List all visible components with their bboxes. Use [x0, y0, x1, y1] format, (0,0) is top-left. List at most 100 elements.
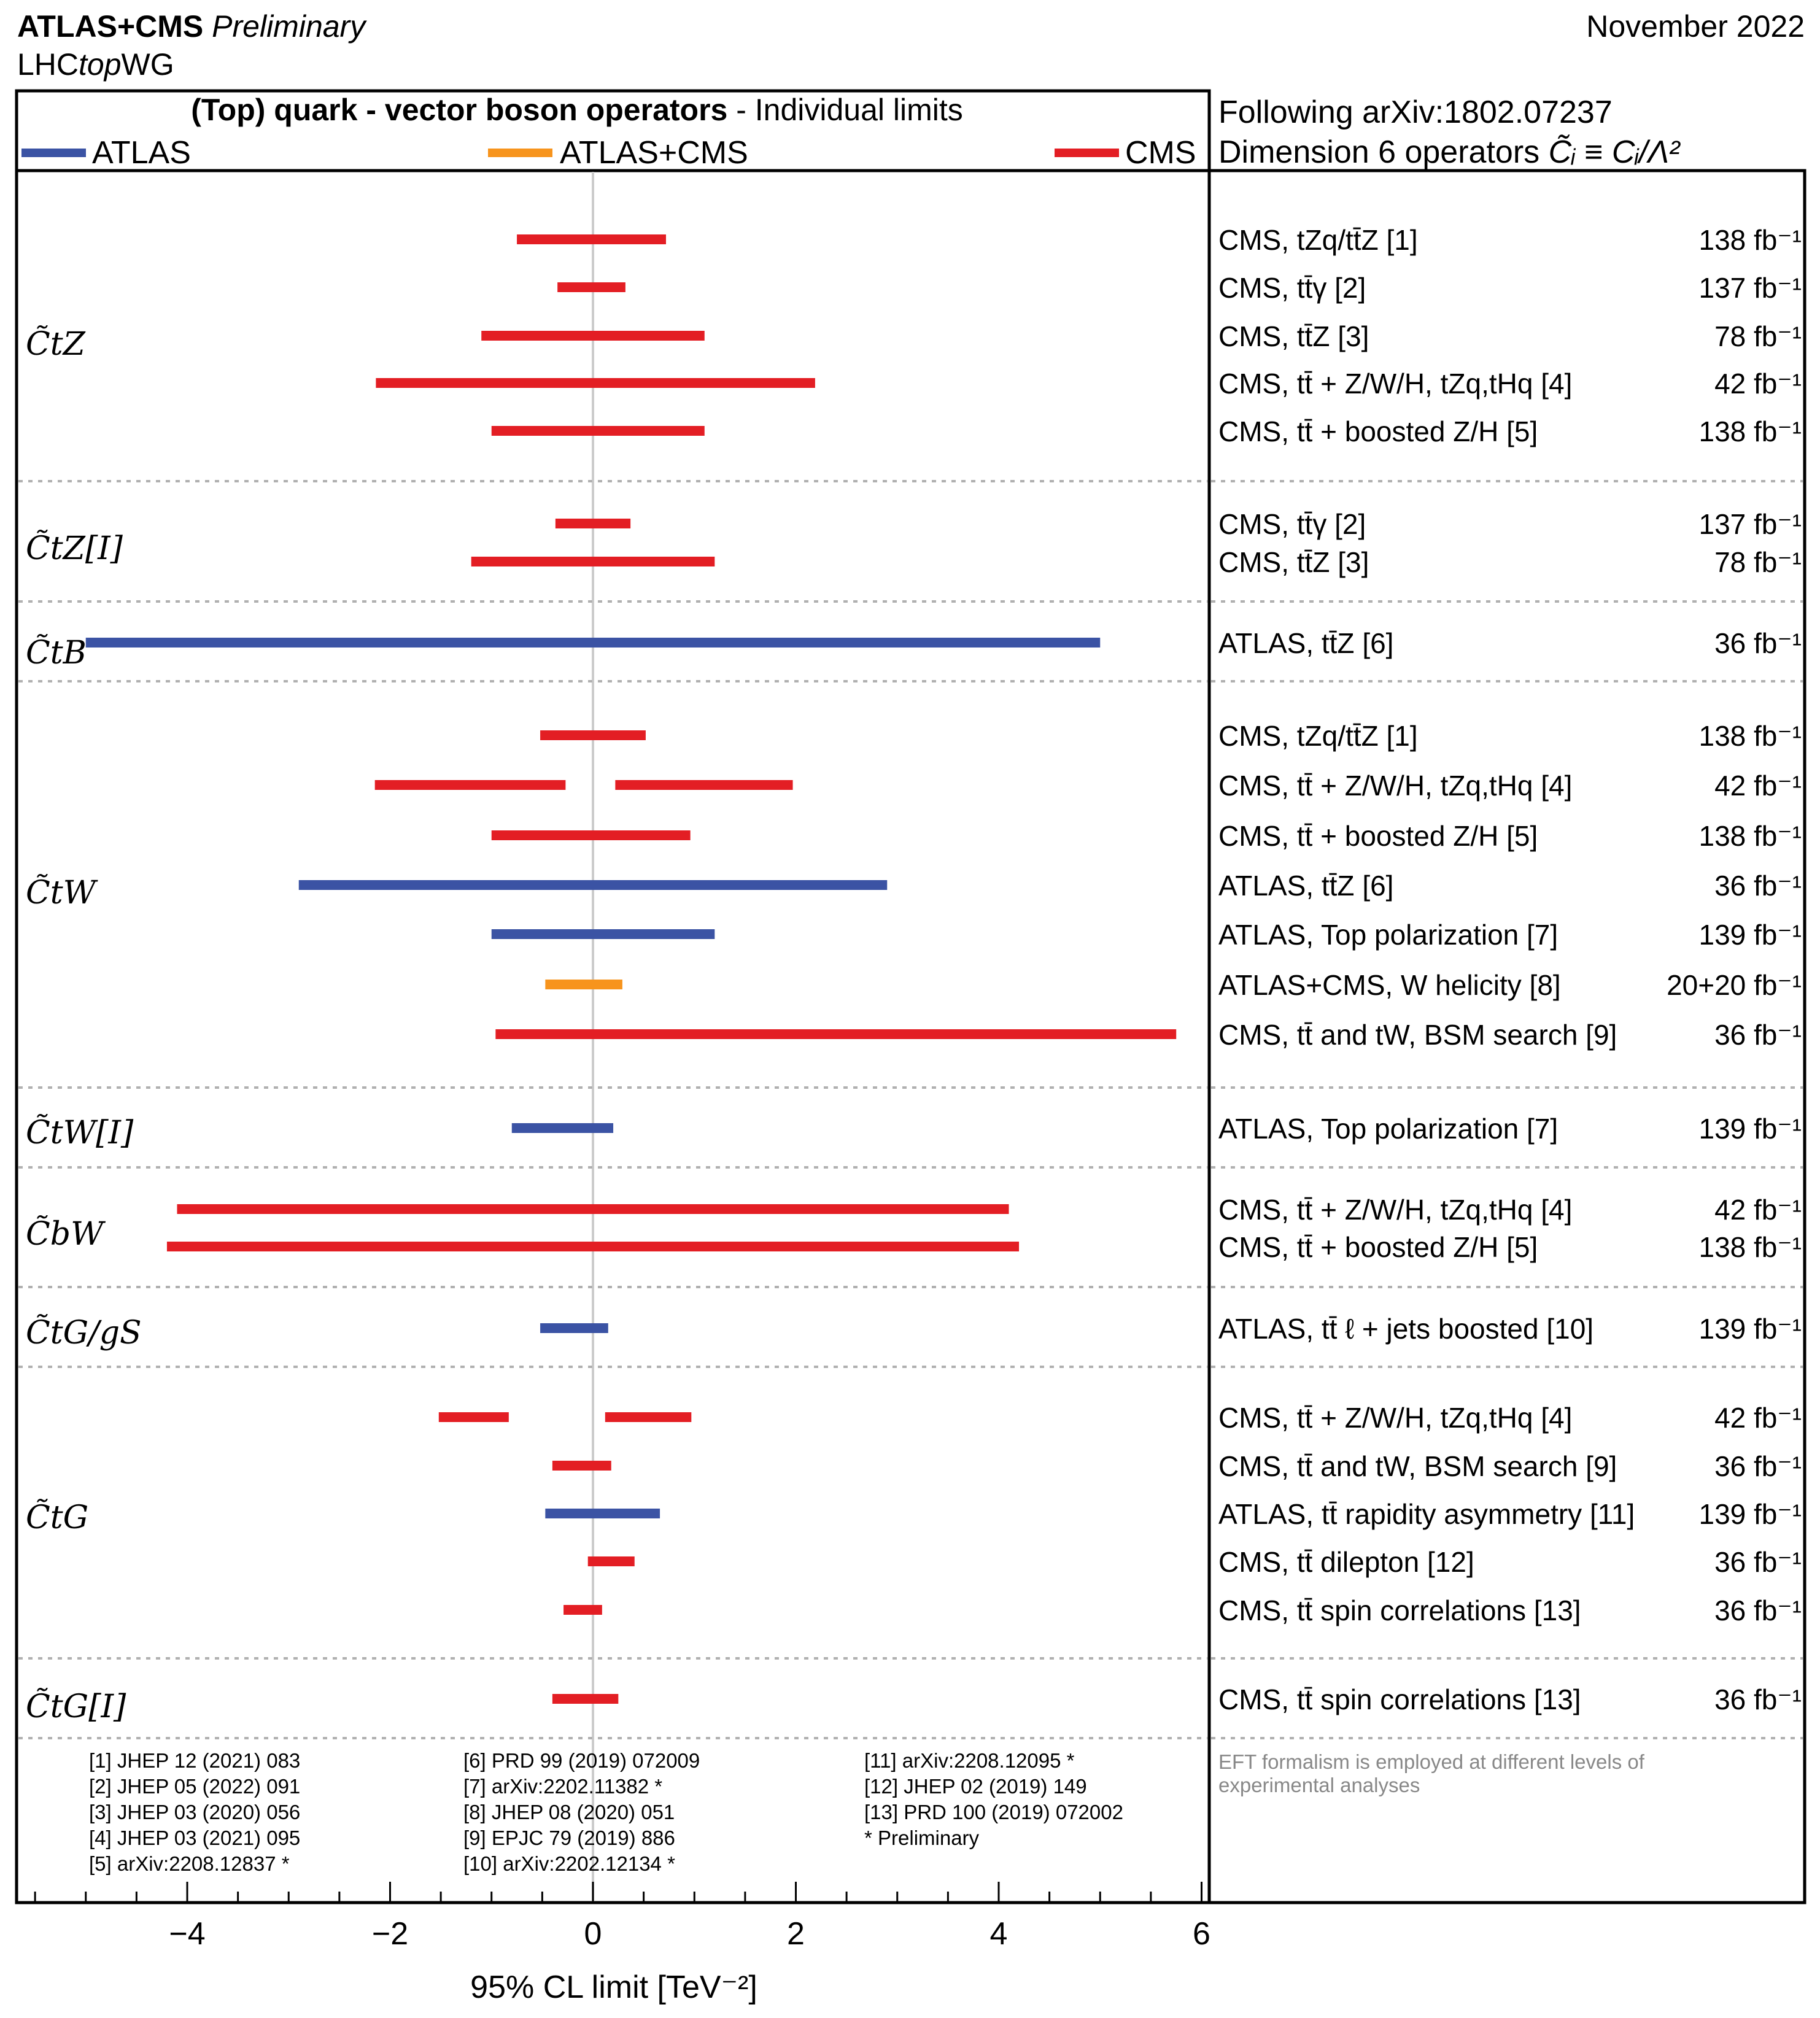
- analysis-label: CMS, tt̄Z [3]: [1218, 320, 1369, 352]
- operator-labels: C̃tZ C̃tZ[I] C̃tB C̃tW C̃tW[I] C̃bW C̃tG/gS C̃t…: [26, 325, 142, 1725]
- luminosity-label: 42 fb⁻¹: [1714, 1402, 1802, 1434]
- reference-item: [2] JHEP 05 (2022) 091: [89, 1775, 300, 1798]
- group-separators: [18, 480, 1803, 1739]
- reference-item: [5] arXiv:2208.12837 *: [89, 1852, 290, 1875]
- reference-item: [9] EPJC 79 (2019) 886: [463, 1827, 675, 1849]
- operator-label: C̃tW: [26, 874, 98, 911]
- legend-label: ATLAS+CMS: [560, 135, 748, 171]
- luminosity-label: 78 fb⁻¹: [1714, 546, 1802, 578]
- reference-item: [13] PRD 100 (2019) 072002: [864, 1801, 1123, 1823]
- luminosity-label: 138 fb⁻¹: [1699, 416, 1802, 447]
- note-line: EFT formalism is employed at different l…: [1218, 1750, 1645, 1773]
- analysis-label: CMS, tt̄ + Z/W/H, tZq,tHq [4]: [1218, 368, 1572, 400]
- legend-label: CMS: [1125, 135, 1196, 171]
- analysis-label: ATLAS+CMS, W helicity [8]: [1218, 969, 1561, 1001]
- x-tick-label: 4: [990, 1916, 1008, 1952]
- label-panel-frame: [1207, 169, 1806, 1904]
- analysis-label: CMS, tt̄ + Z/W/H, tZq,tHq [4]: [1218, 1402, 1572, 1434]
- x-axis: −4 −2 0 2 4 6: [34, 1882, 1210, 1952]
- legend-title: (Top) quark - vector boson operators - I…: [191, 93, 963, 127]
- reference-item: [8] JHEP 08 (2020) 051: [463, 1801, 675, 1823]
- legend-entry-atlas: ATLAS: [21, 135, 191, 171]
- operator-label: C̃tZ[I]: [26, 530, 123, 567]
- operator-label: C̃bW: [26, 1215, 106, 1253]
- analysis-label: ATLAS, Top polarization [7]: [1218, 1113, 1558, 1145]
- x-tick-label: −4: [169, 1916, 205, 1952]
- reference-item: [12] JHEP 02 (2019) 149: [864, 1775, 1087, 1798]
- reference-item: * Preliminary: [864, 1827, 980, 1849]
- header-group: LHCtopWG: [17, 47, 174, 82]
- legend: ATLAS ATLAS+CMS CMS: [21, 135, 1196, 171]
- analysis-label: CMS, tt̄ dilepton [12]: [1218, 1546, 1474, 1578]
- analysis-label: ATLAS, tt̄ rapidity asymmetry [11]: [1218, 1498, 1635, 1530]
- luminosity-label: 139 fb⁻¹: [1699, 1113, 1802, 1145]
- legend-entry-atlas-plus-cms: ATLAS+CMS: [488, 135, 748, 171]
- luminosity-label: 138 fb⁻¹: [1699, 820, 1802, 852]
- analysis-label: ATLAS, tt̄Z [6]: [1218, 627, 1393, 659]
- right-header-line1: Following arXiv:1802.07237: [1218, 95, 1613, 130]
- header-collab: ATLAS+CMS Preliminary: [17, 9, 367, 44]
- analysis-label: CMS, tt̄ and tW, BSM search [9]: [1218, 1019, 1617, 1051]
- luminosity-label: 36 fb⁻¹: [1714, 1019, 1802, 1051]
- analysis-label: CMS, tt̄ and tW, BSM search [9]: [1218, 1450, 1617, 1482]
- analysis-label: ATLAS, Top polarization [7]: [1218, 919, 1558, 951]
- luminosity-label: 139 fb⁻¹: [1699, 1498, 1802, 1530]
- operator-label: C̃tG/gS: [26, 1314, 142, 1351]
- luminosity-label: 42 fb⁻¹: [1714, 368, 1802, 400]
- reference-item: [1] JHEP 12 (2021) 083: [89, 1749, 300, 1772]
- analysis-label: CMS, tt̄ spin correlations [13]: [1218, 1684, 1581, 1715]
- reference-item: [4] JHEP 03 (2021) 095: [89, 1827, 300, 1849]
- luminosity-label: 139 fb⁻¹: [1699, 1313, 1802, 1345]
- luminosity-label: 42 fb⁻¹: [1714, 1194, 1802, 1226]
- luminosity-label: 138 fb⁻¹: [1699, 1231, 1802, 1263]
- luminosity-label: 36 fb⁻¹: [1714, 1684, 1802, 1715]
- analysis-label: ATLAS, tt̄ ℓ + jets boosted [10]: [1218, 1313, 1593, 1345]
- operator-label: C̃tG: [26, 1499, 88, 1536]
- luminosity-label: 36 fb⁻¹: [1714, 1450, 1802, 1482]
- luminosity-label: 36 fb⁻¹: [1714, 870, 1802, 902]
- right-header-line2: Dimension 6 operators C̃ᵢ ≡ Cᵢ/Λ²: [1218, 134, 1681, 170]
- analysis-label: CMS, tt̄ + boosted Z/H [5]: [1218, 1231, 1538, 1263]
- x-tick-label: −2: [372, 1916, 408, 1952]
- luminosity-label: 138 fb⁻¹: [1699, 720, 1802, 752]
- limit-bars: [85, 234, 1177, 1704]
- x-axis-label: 95% CL limit [TeV⁻²]: [470, 1970, 757, 2005]
- operator-label: C̃tZ: [26, 325, 86, 363]
- analysis-label: CMS, tZq/tt̄Z [1]: [1218, 224, 1418, 256]
- references: [1] JHEP 12 (2021) 083 [2] JHEP 05 (2022)…: [89, 1749, 1123, 1875]
- operator-label: C̃tG[I]: [26, 1688, 126, 1725]
- note-line: experimental analyses: [1218, 1774, 1420, 1796]
- x-tick-label: 2: [787, 1916, 805, 1952]
- analysis-label: CMS, tt̄ + boosted Z/H [5]: [1218, 416, 1538, 447]
- reference-item: [10] arXiv:2202.12134 *: [463, 1852, 675, 1875]
- x-tick-label: 0: [584, 1916, 602, 1952]
- legend-entry-cms: CMS: [1055, 135, 1196, 171]
- luminosity-label: 36 fb⁻¹: [1714, 1546, 1802, 1578]
- luminosity-label: 138 fb⁻¹: [1699, 224, 1802, 256]
- eft-note: EFT formalism is employed at different l…: [1218, 1750, 1645, 1796]
- reference-item: [7] arXiv:2202.11382 *: [463, 1775, 662, 1798]
- legend-label: ATLAS: [92, 135, 191, 171]
- analysis-label: CMS, tt̄ + Z/W/H, tZq,tHq [4]: [1218, 770, 1572, 802]
- luminosity-label: 36 fb⁻¹: [1714, 627, 1802, 659]
- analysis-label: CMS, tZq/tt̄Z [1]: [1218, 720, 1418, 752]
- header-date: November 2022: [1586, 9, 1805, 44]
- reference-item: [6] PRD 99 (2019) 072009: [463, 1749, 700, 1772]
- analysis-label: CMS, tt̄ + boosted Z/H [5]: [1218, 820, 1538, 852]
- luminosity-label: 78 fb⁻¹: [1714, 320, 1802, 352]
- analysis-label: CMS, tt̄ + Z/W/H, tZq,tHq [4]: [1218, 1194, 1572, 1226]
- analysis-label: CMS, tt̄γ [2]: [1218, 508, 1366, 540]
- reference-item: [11] arXiv:2208.12095 *: [864, 1749, 1075, 1772]
- luminosity-label: 139 fb⁻¹: [1699, 919, 1802, 951]
- analysis-label: CMS, tt̄ spin correlations [13]: [1218, 1595, 1581, 1626]
- analysis-labels: CMS, tZq/tt̄Z [1] 138 fb⁻¹ CMS, tt̄γ [2] 13…: [1218, 224, 1802, 1715]
- luminosity-label: 137 fb⁻¹: [1699, 272, 1802, 304]
- analysis-label: CMS, tt̄Z [3]: [1218, 546, 1369, 578]
- luminosity-label: 137 fb⁻¹: [1699, 508, 1802, 540]
- operator-label: C̃tW[I]: [26, 1114, 134, 1151]
- luminosity-label: 36 fb⁻¹: [1714, 1595, 1802, 1626]
- analysis-label: CMS, tt̄γ [2]: [1218, 272, 1366, 304]
- luminosity-label: 20+20 fb⁻¹: [1667, 969, 1802, 1001]
- analysis-label: ATLAS, tt̄Z [6]: [1218, 870, 1393, 902]
